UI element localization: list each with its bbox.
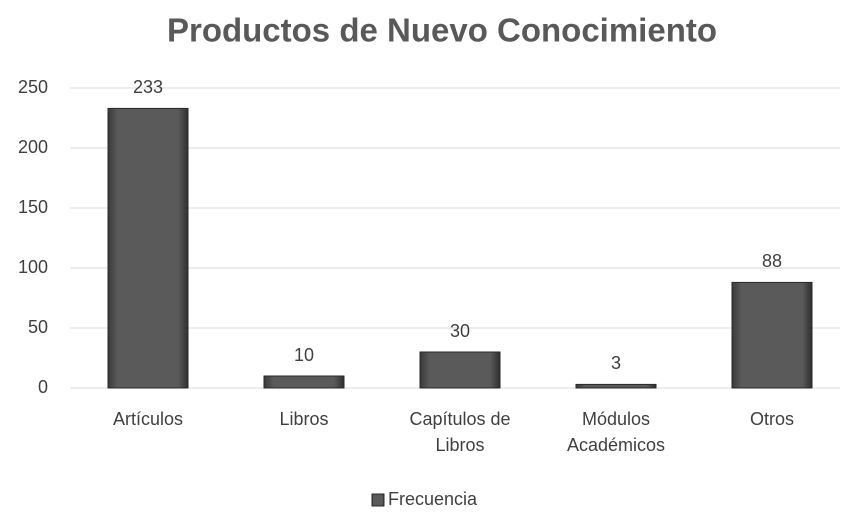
y-tick-label: 250 <box>18 77 48 97</box>
bar <box>575 383 657 389</box>
legend-label: Frecuencia <box>388 489 478 509</box>
y-tick-label: 50 <box>28 317 48 337</box>
y-tick-label: 100 <box>18 257 48 277</box>
legend-swatch <box>371 493 385 507</box>
data-label: 233 <box>133 77 163 97</box>
data-label: 88 <box>762 251 782 271</box>
bar <box>107 107 189 389</box>
bar <box>419 351 501 389</box>
x-tick-label: Capítulos de Libros <box>409 409 511 455</box>
data-label: 3 <box>611 353 621 373</box>
data-label: 10 <box>294 345 314 365</box>
y-tick-label: 0 <box>38 377 48 397</box>
chart-title: Productos de Nuevo Conocimiento <box>167 12 717 49</box>
y-tick-label: 150 <box>18 197 48 217</box>
x-tick-label: Libros <box>279 409 329 429</box>
x-tick-label: Artículos <box>112 409 184 429</box>
bar <box>263 375 345 389</box>
x-tick-label: Otros <box>749 409 794 429</box>
x-tick-label: Módulos Académicos <box>566 409 666 455</box>
y-tick-label: 200 <box>18 137 48 157</box>
bar <box>731 281 813 389</box>
data-label: 30 <box>450 321 470 341</box>
